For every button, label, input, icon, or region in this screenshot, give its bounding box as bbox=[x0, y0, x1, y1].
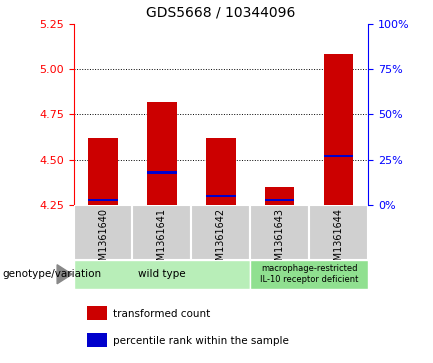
Bar bbox=[265, 187, 294, 205]
Bar bbox=[324, 155, 353, 157]
Text: macrophage-restricted
IL-10 receptor deficient: macrophage-restricted IL-10 receptor def… bbox=[260, 264, 359, 284]
Bar bbox=[147, 171, 177, 174]
Text: GSM1361640: GSM1361640 bbox=[98, 208, 108, 273]
Text: wild type: wild type bbox=[138, 269, 186, 279]
Bar bbox=[87, 306, 107, 320]
Text: transformed count: transformed count bbox=[113, 309, 211, 319]
Bar bbox=[206, 195, 236, 197]
Bar bbox=[132, 205, 191, 260]
Title: GDS5668 / 10344096: GDS5668 / 10344096 bbox=[146, 6, 295, 20]
Bar bbox=[250, 205, 309, 260]
Bar bbox=[250, 260, 368, 289]
Bar bbox=[87, 334, 107, 347]
Text: GSM1361642: GSM1361642 bbox=[216, 208, 226, 273]
Bar bbox=[88, 138, 118, 205]
Polygon shape bbox=[57, 265, 72, 284]
Bar bbox=[74, 260, 250, 289]
Bar bbox=[88, 199, 118, 201]
Text: GSM1361641: GSM1361641 bbox=[157, 208, 167, 273]
Bar bbox=[309, 205, 368, 260]
Bar bbox=[206, 138, 236, 205]
Bar bbox=[147, 102, 177, 205]
Text: genotype/variation: genotype/variation bbox=[2, 269, 101, 279]
Bar bbox=[324, 54, 353, 205]
Bar bbox=[265, 199, 294, 201]
Text: GSM1361644: GSM1361644 bbox=[333, 208, 344, 273]
Bar bbox=[74, 205, 132, 260]
Text: percentile rank within the sample: percentile rank within the sample bbox=[113, 336, 289, 346]
Bar bbox=[191, 205, 250, 260]
Text: GSM1361643: GSM1361643 bbox=[275, 208, 285, 273]
